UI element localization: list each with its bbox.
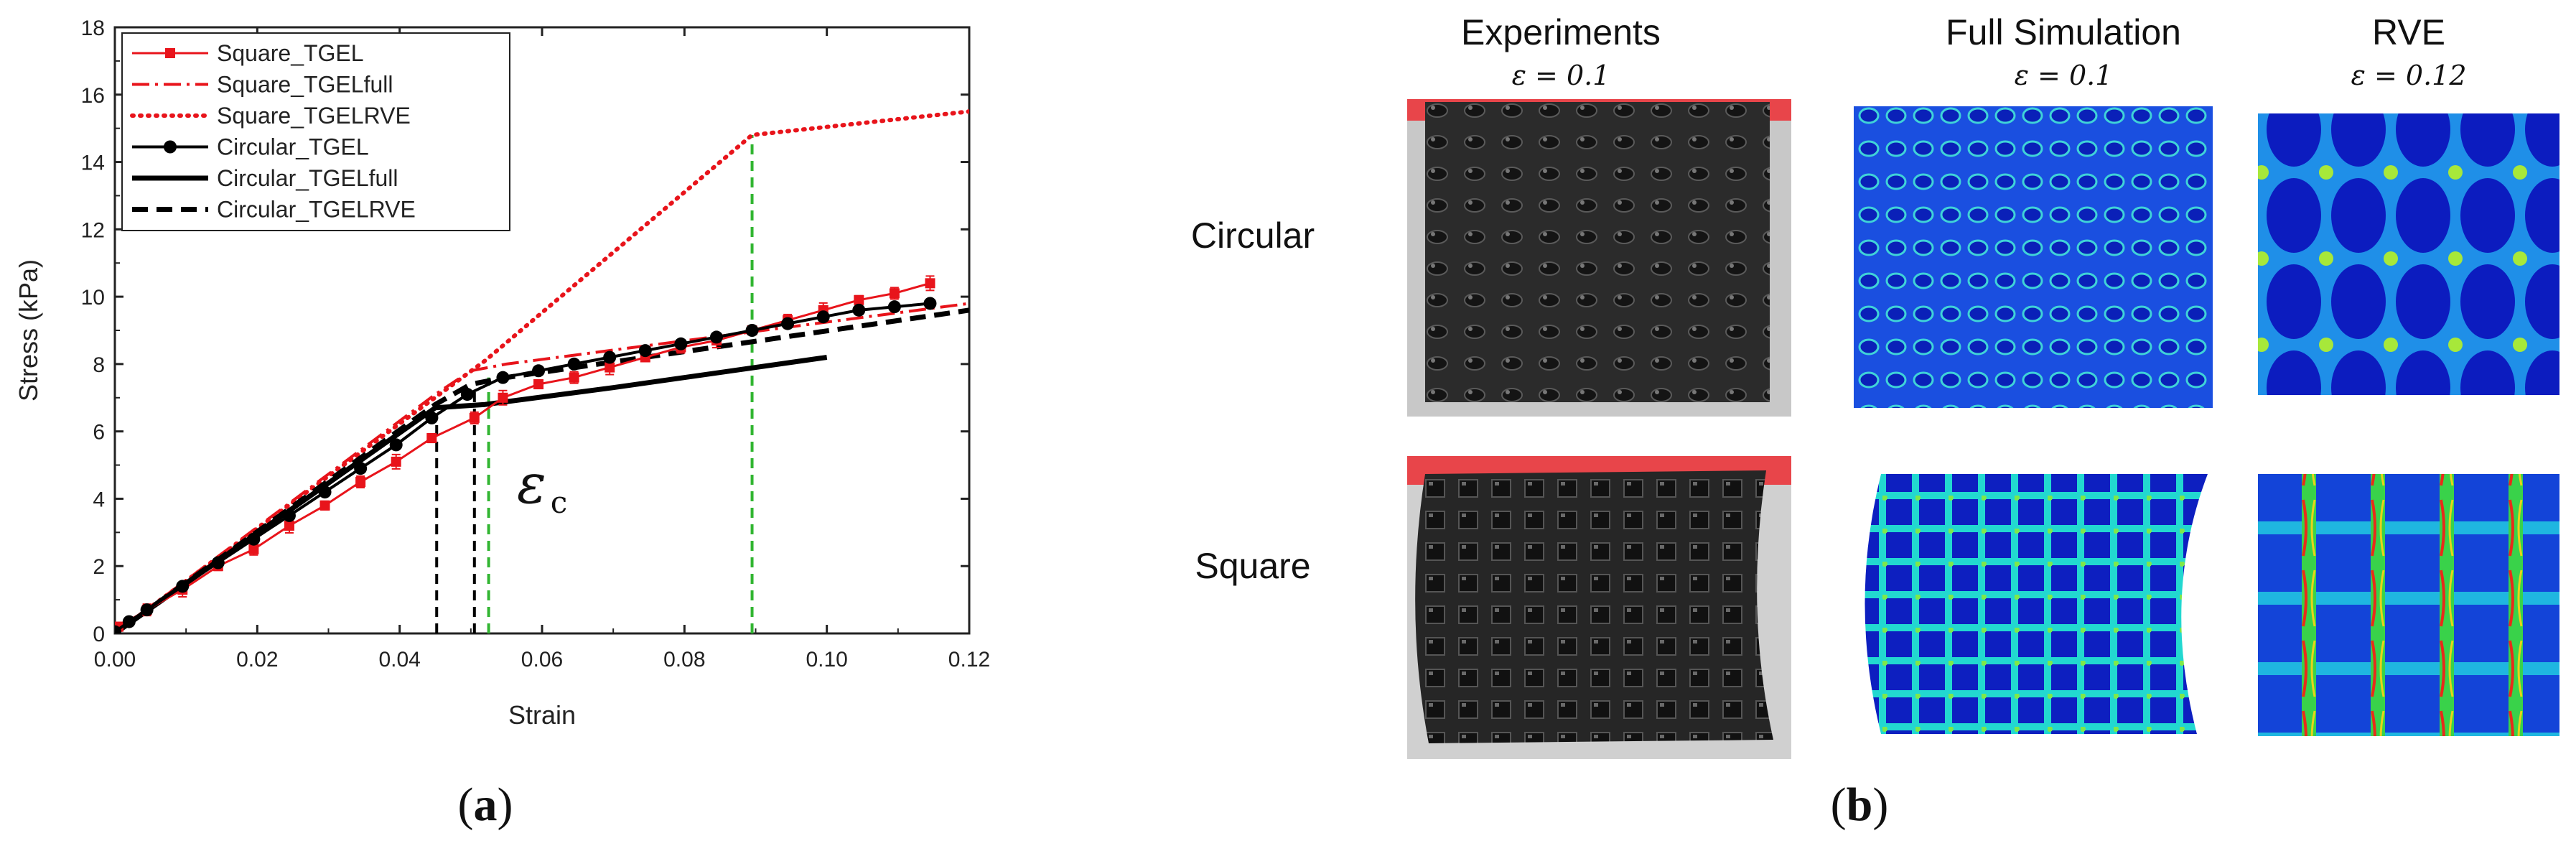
data-point-circle: [318, 485, 332, 499]
data-point-square: [889, 288, 900, 299]
data-point-circle: [745, 324, 759, 337]
data-point-circle: [282, 508, 296, 522]
data-point-square: [533, 379, 544, 390]
legend-marker: [164, 140, 177, 154]
data-point-circle: [709, 330, 723, 344]
y-tick-label: 4: [93, 488, 105, 511]
data-point-square: [498, 392, 508, 403]
data-point-circle: [460, 388, 474, 401]
y-tick-label: 6: [93, 421, 105, 445]
y-tick-label: 10: [81, 286, 105, 310]
data-point-square: [854, 294, 864, 305]
y-tick-label: 16: [81, 84, 105, 108]
data-point-circle: [211, 556, 225, 570]
data-point-circle: [887, 300, 901, 314]
data-point-circle: [122, 615, 136, 628]
data-point-square: [115, 621, 123, 632]
panel-b-image-grid: Experiments ε = 0.1 Full Simulation ε = …: [1191, 12, 2559, 759]
series-line-Circular_TGELfull: [115, 355, 828, 633]
y-tick-label: 14: [81, 152, 105, 175]
data-point-circle: [567, 357, 581, 371]
data-point-square: [925, 278, 935, 289]
panel-b-letter: b: [1847, 779, 1873, 831]
legend-label: Square_TGELRVE: [217, 103, 411, 129]
data-point-square: [355, 477, 366, 487]
chart-legend: Square_TGEL Square_TGELfull Square_TGELRVE…: [121, 32, 510, 231]
data-point-square: [569, 372, 579, 383]
data-point-square: [284, 520, 294, 531]
legend-label: Circular_TGELRVE: [217, 197, 416, 223]
panel-b-label: (b): [1831, 779, 1889, 831]
data-point-circle: [674, 337, 688, 350]
data-point-square: [426, 433, 437, 444]
data-point-square: [469, 412, 480, 423]
data-point-circle: [781, 317, 795, 330]
data-point-square: [391, 456, 401, 467]
data-point-circle: [176, 580, 190, 593]
panel-a-letter: a: [474, 779, 498, 831]
data-point-circle: [923, 297, 937, 310]
data-point-circle: [603, 350, 617, 364]
data-point-circle: [389, 438, 403, 452]
data-point-circle: [354, 462, 368, 475]
stress-strain-chart: 0.00 0.02 0.04 0.06 0.08 0.10 0.12 0 2 4 6 8 10 12 14 1…: [14, 17, 990, 730]
legend-label: Circular_TGELfull: [217, 165, 398, 191]
x-tick-label: 0.06: [521, 648, 563, 672]
experiment-circular-photo: [1407, 99, 1791, 417]
y-axis-label: Stress (kPa): [14, 259, 43, 401]
rve-circular-image: [2258, 113, 2559, 395]
column-title-full-simulation: Full Simulation: [1946, 12, 2181, 52]
data-point-square: [319, 500, 330, 511]
panel-a-label: (a): [458, 779, 513, 831]
legend-marker: [165, 48, 175, 58]
simulation-square-image: [1865, 474, 2208, 734]
data-point-circle: [816, 310, 830, 324]
legend-box: [121, 32, 510, 231]
legend-label: Square_TGELfull: [217, 72, 393, 98]
column-title-rve: RVE: [2372, 12, 2445, 52]
data-point-square: [248, 544, 259, 554]
data-point-circle: [115, 625, 121, 633]
row-label-circular: Circular: [1191, 215, 1315, 256]
series-line-Square_TGELRVE: [115, 109, 969, 633]
y-tick-label: 2: [93, 555, 105, 579]
column-title-experiments: Experiments: [1461, 12, 1661, 52]
x-tick-label: 0.00: [94, 648, 136, 672]
legend-label: Circular_TGEL: [217, 134, 369, 160]
y-tick-label: 12: [81, 218, 105, 242]
data-point-circle: [496, 371, 510, 384]
data-point-circle: [247, 532, 261, 546]
x-tick-label: 0.12: [948, 648, 990, 672]
simulation-circular-image: [1854, 106, 2213, 408]
x-tick-label: 0.10: [806, 648, 847, 672]
data-point-circle: [425, 411, 439, 424]
x-tick-label: 0.08: [663, 648, 705, 672]
data-point-circle: [532, 364, 546, 378]
legend-label: Square_TGEL: [217, 40, 364, 66]
x-tick-label: 0.04: [378, 648, 420, 672]
epsilon-symbol: ε: [517, 452, 546, 516]
y-tick-label: 18: [81, 17, 105, 40]
rve-square-image: [2258, 474, 2559, 736]
data-point-circle: [852, 303, 866, 317]
series-line-Square_TGEL: [118, 282, 930, 628]
experiment-square-photo: [1407, 456, 1791, 759]
epsilon-subscript: c: [551, 485, 568, 520]
column-strain-full-simulation: ε = 0.1: [2015, 60, 2113, 91]
column-strain-experiments: ε = 0.1: [1512, 60, 1610, 91]
data-point-circle: [140, 603, 154, 617]
y-tick-label: 0: [93, 623, 105, 646]
x-axis-label: Strain: [508, 700, 576, 730]
y-tick-label: 8: [93, 353, 105, 377]
row-label-square: Square: [1195, 546, 1310, 586]
data-point-square: [605, 362, 615, 373]
column-strain-rve: ε = 0.12: [2351, 60, 2467, 91]
x-tick-label: 0.02: [236, 648, 278, 672]
data-point-circle: [638, 344, 652, 358]
